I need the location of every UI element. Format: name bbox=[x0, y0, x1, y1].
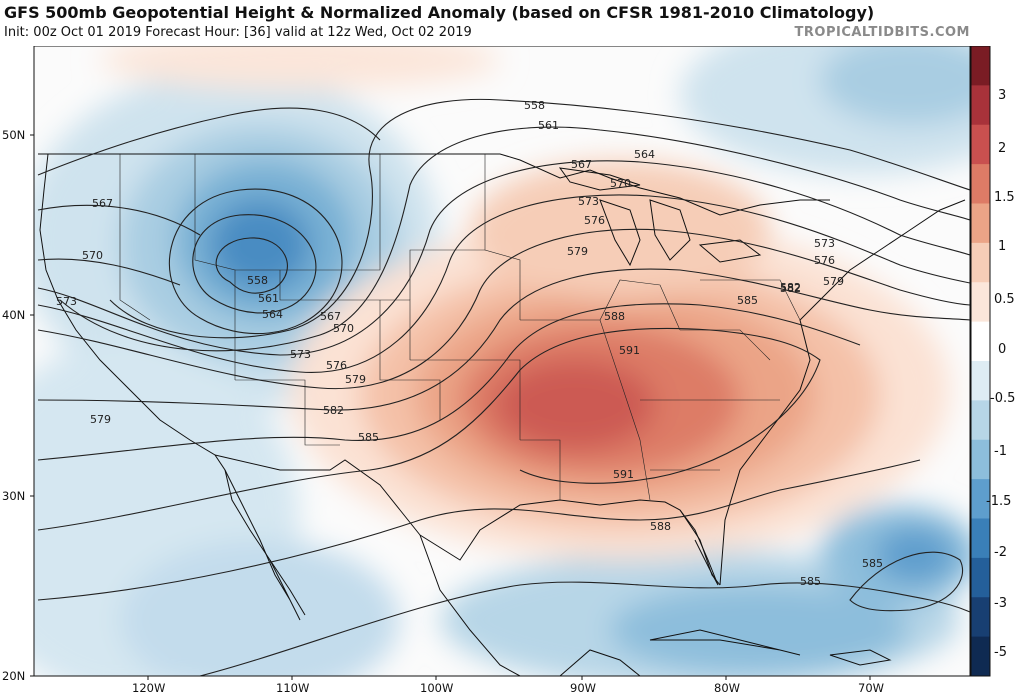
map-subtitle: Init: 00z Oct 01 2019 Forecast Hour: [36… bbox=[4, 25, 472, 40]
lat-label-50n: 50N bbox=[2, 128, 25, 142]
contour-label: 558 bbox=[247, 274, 268, 287]
contour-label: 570 bbox=[333, 322, 354, 335]
contour-label: 585 bbox=[862, 557, 883, 570]
colorbar bbox=[970, 45, 991, 677]
contour-label: 573 bbox=[578, 195, 599, 208]
colorbar-swatch bbox=[971, 439, 990, 480]
contour-label: 564 bbox=[262, 308, 283, 321]
contour-label: 582 bbox=[780, 282, 801, 295]
height-contours bbox=[37, 98, 970, 676]
colorbar-swatch bbox=[971, 597, 990, 638]
contour-label: 585 bbox=[800, 575, 821, 588]
colorbar-swatch bbox=[971, 361, 990, 401]
colorbar-label: 3 bbox=[998, 88, 1006, 103]
lat-label-30n: 30N bbox=[2, 489, 25, 503]
contour-label: 579 bbox=[345, 373, 366, 386]
contour-label: 573 bbox=[56, 295, 77, 308]
colorbar-swatch bbox=[971, 321, 990, 362]
lon-label-80w: 80W bbox=[714, 681, 740, 695]
colorbar-swatch bbox=[971, 85, 990, 126]
contour-label: 579 bbox=[823, 275, 844, 288]
colorbar-label: -3 bbox=[994, 596, 1007, 611]
colorbar-label: -5 bbox=[994, 645, 1007, 660]
colorbar-label: 0.5 bbox=[994, 292, 1015, 307]
colorbar-label: -2 bbox=[994, 545, 1007, 560]
contour-label: 582 bbox=[323, 404, 344, 417]
brand-watermark: TROPICALTIDBITS.COM bbox=[794, 25, 970, 40]
contour-label: 564 bbox=[634, 148, 655, 161]
lon-label-110w: 110W bbox=[276, 681, 309, 695]
lon-label-120w: 120W bbox=[132, 681, 165, 695]
colorbar-swatch bbox=[971, 242, 990, 283]
contour-label: 567 bbox=[320, 310, 341, 323]
colorbar-label: -1 bbox=[994, 444, 1007, 459]
contour-label: 561 bbox=[538, 119, 559, 132]
colorbar-label: -0.5 bbox=[990, 391, 1015, 406]
contour-label: 579 bbox=[90, 413, 111, 426]
contour-label: 582 bbox=[780, 281, 801, 294]
map-frame bbox=[33, 45, 971, 677]
colorbar-swatch bbox=[971, 479, 990, 519]
contour-label: 558 bbox=[524, 99, 545, 112]
lat-label-20n: 20N bbox=[2, 669, 25, 683]
contour-label: 573 bbox=[814, 237, 835, 250]
colorbar-swatch bbox=[971, 518, 990, 559]
contour-label: 576 bbox=[584, 214, 605, 227]
colorbar-labels: 3 2 1.5 1 0.5 0 -0.5 -1 -1.5 -2 -3 -5 bbox=[986, 88, 1015, 660]
lon-label-90w: 90W bbox=[570, 681, 596, 695]
contour-label: 588 bbox=[604, 310, 625, 323]
colorbar-frame bbox=[970, 45, 991, 677]
contour-label: 567 bbox=[571, 158, 592, 171]
lat-label-40n: 40N bbox=[2, 308, 25, 322]
longitude-labels: 120W 110W 100W 90W 80W 70W bbox=[132, 676, 884, 695]
contour-label: 573 bbox=[290, 348, 311, 361]
contour-label: 591 bbox=[619, 344, 640, 357]
colorbar-swatch bbox=[971, 164, 990, 204]
colorbar-label: 2 bbox=[998, 141, 1006, 156]
colorbar-swatch bbox=[971, 282, 990, 323]
colorbar-label: 1 bbox=[998, 239, 1006, 254]
contour-label: 591 bbox=[613, 468, 634, 481]
state-boundaries bbox=[119, 154, 801, 501]
header: GFS 500mb Geopotential Height & Normaliz… bbox=[0, 0, 1024, 46]
contour-label: 579 bbox=[567, 245, 588, 258]
anomaly-shading bbox=[34, 46, 970, 676]
colorbar-swatch bbox=[971, 203, 990, 244]
colorbar-swatch bbox=[971, 124, 990, 165]
contour-label: 576 bbox=[326, 359, 347, 372]
map-title: GFS 500mb Geopotential Height & Normaliz… bbox=[4, 3, 875, 22]
contour-label: 576 bbox=[814, 254, 835, 267]
colorbar-swatch bbox=[971, 557, 990, 598]
contour-label: 570 bbox=[82, 249, 103, 262]
lon-label-70w: 70W bbox=[858, 681, 884, 695]
contour-label: 567 bbox=[92, 197, 113, 210]
contour-label: 561 bbox=[258, 292, 279, 305]
contour-label: 588 bbox=[650, 520, 671, 533]
contour-labels: 558 561 564 567 570 573 576 579 582 585 … bbox=[56, 99, 883, 588]
colorbar-label: 1.5 bbox=[994, 190, 1015, 205]
colorbar-label: -1.5 bbox=[986, 494, 1011, 509]
lon-label-100w: 100W bbox=[420, 681, 453, 695]
contour-label: 570 bbox=[610, 177, 631, 190]
colorbar-label: 0 bbox=[998, 342, 1006, 357]
contour-label: 585 bbox=[358, 431, 379, 444]
contour-label: 585 bbox=[737, 294, 758, 307]
colorbar-swatch bbox=[971, 46, 990, 86]
latitude-labels: 50N 40N 30N 20N bbox=[2, 128, 34, 683]
colorbar-swatch bbox=[971, 636, 990, 677]
colorbar-swatch bbox=[971, 400, 990, 441]
